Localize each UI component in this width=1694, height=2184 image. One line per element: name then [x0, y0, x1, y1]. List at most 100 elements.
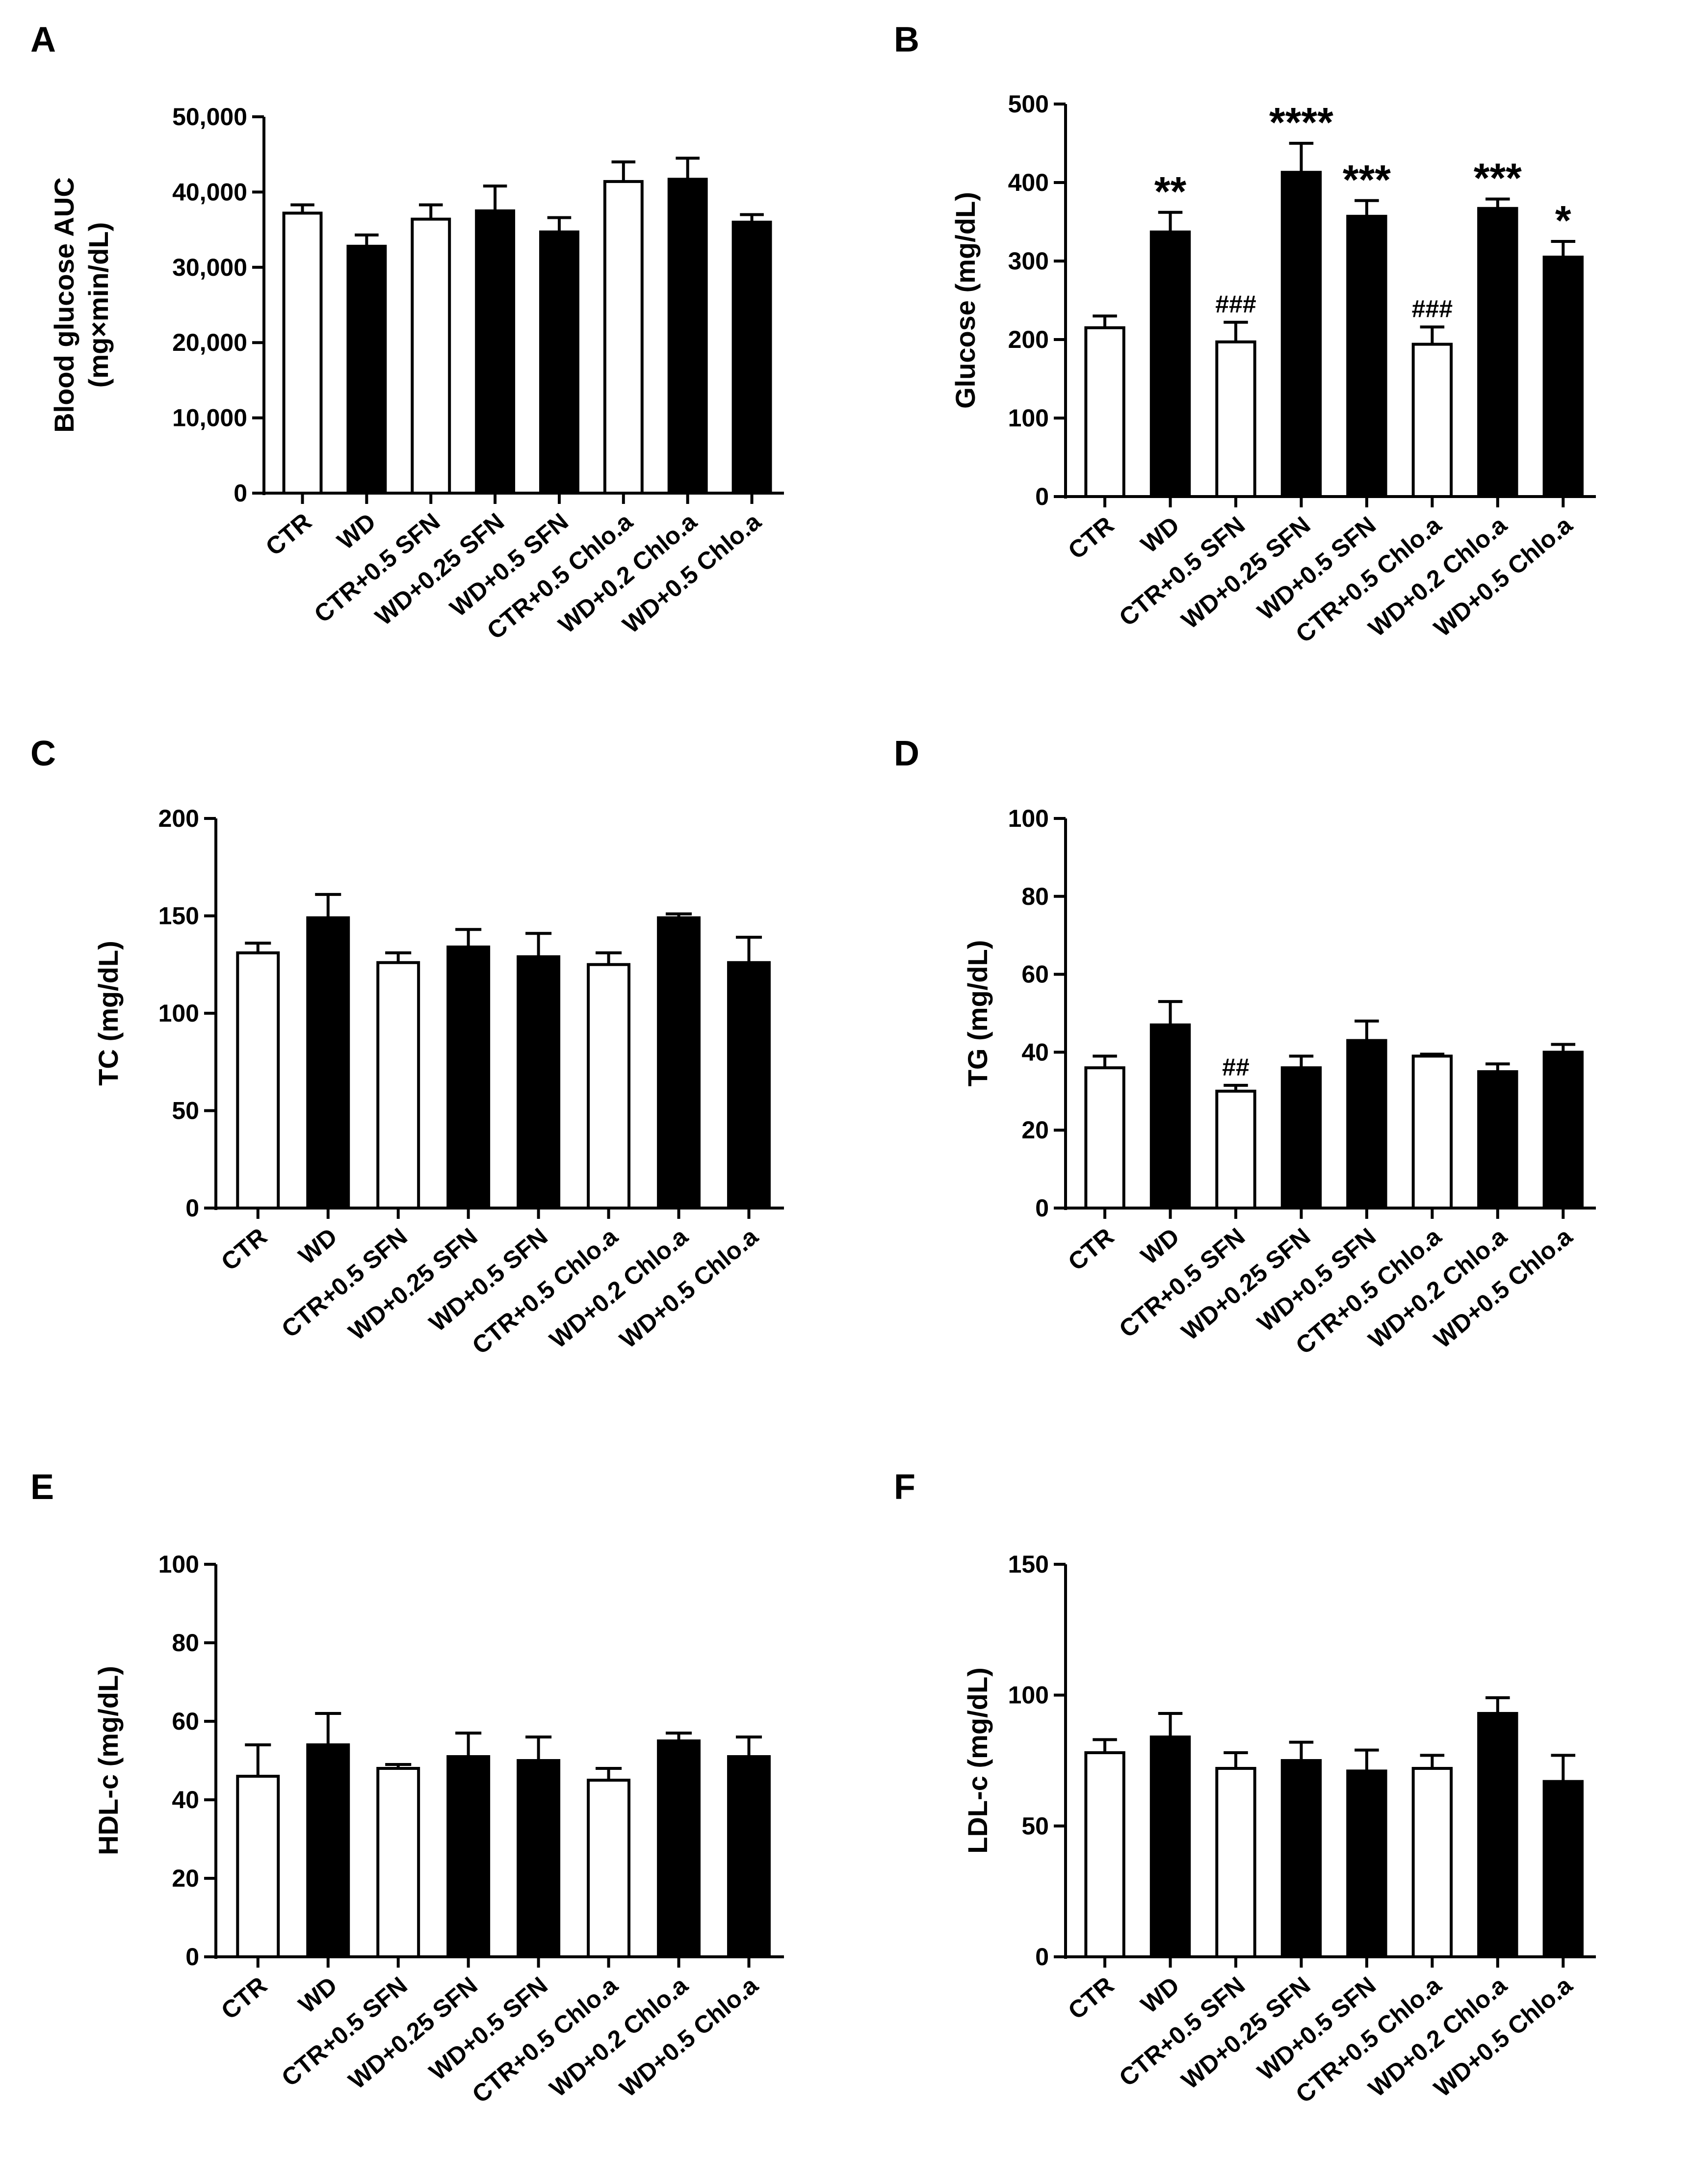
- y-axis-title: TC (mg/dL): [93, 941, 124, 1085]
- bar-wd: [1149, 230, 1191, 498]
- x-tick-label: WD: [1136, 511, 1185, 558]
- bar-ctr-0-5-sfn: [376, 961, 420, 1210]
- y-tick-label: 30,000: [172, 254, 247, 281]
- y-tick-label: 100: [1008, 805, 1049, 832]
- bar-ctr-0-5-sfn: [1215, 1089, 1256, 1210]
- bar-wd-0-25-sfn: [1280, 1759, 1322, 1958]
- bar-wd-0-5-sfn: [1346, 1769, 1387, 1958]
- y-tick-label: 50,000: [172, 103, 247, 131]
- panel-letter: A: [30, 20, 56, 59]
- bar-ctr-0-5-chlo-a: [603, 180, 644, 495]
- x-tick-label: CTR: [1063, 1972, 1119, 2025]
- y-tick-label: 60: [172, 1708, 199, 1735]
- x-tick-label: WD: [1136, 1223, 1185, 1270]
- y-tick-label: 20,000: [172, 329, 247, 356]
- y-tick-label: 40: [1021, 1038, 1049, 1066]
- y-axis-title: HDL-c (mg/dL): [93, 1666, 124, 1855]
- y-tick-label: 150: [1008, 1551, 1049, 1578]
- bar-wd-0-2-chlo-a: [1477, 207, 1518, 498]
- significance-label: ****: [1269, 99, 1333, 145]
- bar-ctr: [282, 211, 323, 495]
- y-tick-label: 100: [158, 1551, 199, 1578]
- x-tick-label: CTR: [1063, 511, 1119, 565]
- y-tick-label: 100: [1008, 404, 1049, 432]
- significance-label: *: [1555, 197, 1571, 243]
- y-tick-label: 20: [172, 1865, 199, 1892]
- bar-ctr-0-5-chlo-a: [1411, 1767, 1453, 1958]
- bar-wd-0-5-sfn: [539, 230, 579, 495]
- bar-ctr: [1084, 1066, 1125, 1210]
- panel-letter: B: [894, 20, 919, 59]
- bar-ctr-0-5-sfn: [376, 1767, 420, 1958]
- y-tick-label: 100: [158, 1000, 199, 1027]
- x-tick-label: WD: [1136, 1972, 1185, 2019]
- y-tick-label: 500: [1008, 90, 1049, 118]
- bar-wd-0-25-sfn: [475, 209, 516, 495]
- y-axis-title: Glucose (mg/dL): [950, 192, 981, 409]
- bar-ctr: [1084, 326, 1125, 498]
- y-tick-label: 80: [172, 1629, 199, 1657]
- bar-wd: [1149, 1023, 1191, 1210]
- bar-wd-0-5-sfn: [1346, 214, 1387, 498]
- x-tick-label: WD+0.5 SFN: [424, 1223, 553, 1337]
- y-tick-label: 10,000: [172, 404, 247, 432]
- bar-wd-0-5-chlo-a: [731, 220, 772, 495]
- bar-ctr: [236, 1775, 280, 1958]
- panel-a: A 0 10,000 20,000 30,000 40,000 50,000 Blood gl…: [30, 20, 784, 645]
- y-axis-title: TG (mg/dL): [962, 940, 993, 1087]
- bar-wd-0-5-chlo-a: [1542, 1051, 1584, 1210]
- panel-letter: F: [894, 1468, 915, 1507]
- y-tick-label: 0: [1035, 483, 1049, 510]
- bar-ctr: [1084, 1751, 1125, 1958]
- bar-wd-0-2-chlo-a: [1477, 1070, 1518, 1210]
- bar-wd-0-5-sfn: [517, 955, 561, 1210]
- x-tick-label: CTR: [216, 1972, 272, 2025]
- y-tick-label: 0: [185, 1943, 199, 1971]
- y-tick-label: 150: [158, 902, 199, 930]
- bar-wd: [346, 244, 387, 495]
- x-tick-label: WD: [293, 1223, 342, 1270]
- x-tick-label: CTR: [1063, 1223, 1119, 1276]
- significance-label: ###: [1215, 290, 1256, 318]
- y-tick-label: 80: [1021, 883, 1049, 910]
- bar-wd-0-2-chlo-a: [657, 916, 701, 1210]
- y-tick-label: 20: [1021, 1116, 1049, 1144]
- y-tick-label: 0: [1035, 1194, 1049, 1222]
- y-tick-label: 50: [172, 1097, 199, 1125]
- y-tick-label: 50: [1021, 1812, 1049, 1840]
- y-tick-label: 0: [1035, 1943, 1049, 1971]
- bar-wd-0-5-chlo-a: [727, 961, 771, 1210]
- y-tick-label: 0: [185, 1194, 199, 1222]
- bar-ctr: [236, 951, 280, 1210]
- y-tick-label: 100: [1008, 1682, 1049, 1709]
- bar-wd-0-25-sfn: [446, 1755, 491, 1958]
- x-tick-label: CTR: [261, 508, 317, 561]
- panel-letter: D: [894, 734, 919, 773]
- bar-wd-0-5-chlo-a: [1542, 256, 1584, 498]
- bar-wd-0-5-sfn: [517, 1759, 561, 1958]
- bar-wd-0-25-sfn: [1280, 1066, 1322, 1210]
- bar-ctr-0-5-chlo-a: [1411, 1054, 1453, 1210]
- bar-ctr-0-5-chlo-a: [587, 1779, 631, 1958]
- bar-wd-0-25-sfn: [446, 946, 491, 1210]
- bar-wd: [306, 916, 350, 1210]
- bar-ctr-0-5-sfn: [1215, 1767, 1256, 1958]
- significance-label: ***: [1343, 157, 1391, 203]
- x-tick-label: WD+0.5 SFN: [424, 1972, 553, 2086]
- x-tick-label: CTR: [216, 1223, 272, 1276]
- bar-wd-0-5-chlo-a: [727, 1755, 771, 1958]
- bar-wd-0-5-chlo-a: [1542, 1780, 1584, 1959]
- bar-ctr-0-5-chlo-a: [1411, 342, 1453, 498]
- y-tick-label: 200: [1008, 326, 1049, 353]
- y-tick-label: 400: [1008, 169, 1049, 196]
- bar-wd-0-2-chlo-a: [667, 178, 708, 495]
- y-tick-label: 40: [172, 1786, 199, 1814]
- significance-label: ##: [1222, 1053, 1250, 1081]
- bar-wd-0-25-sfn: [1280, 171, 1322, 498]
- bar-ctr-0-5-sfn: [411, 217, 451, 495]
- significance-label: ###: [1412, 295, 1453, 322]
